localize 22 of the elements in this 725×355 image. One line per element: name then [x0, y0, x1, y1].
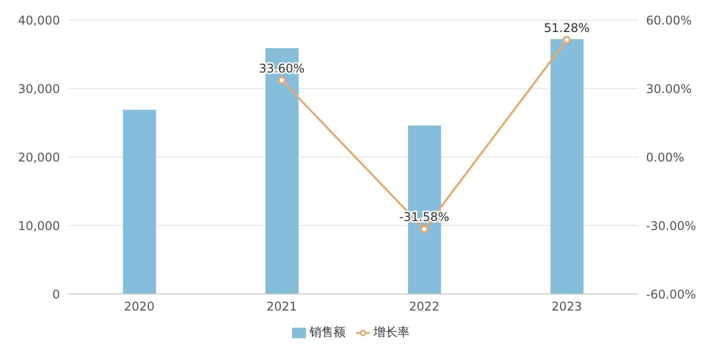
x-tick-label: 2020 — [124, 300, 155, 314]
point — [420, 225, 428, 234]
y-tick-label: 10,000 — [18, 218, 60, 233]
y2-tick-label: -30.00% — [646, 218, 696, 233]
y2-tick-label: -60.00% — [646, 287, 696, 302]
bar — [123, 110, 156, 294]
bar — [550, 39, 584, 294]
point — [562, 36, 571, 44]
y-tick-label: 20,000 — [18, 150, 60, 164]
data-label: 51.28% — [544, 20, 590, 35]
x-tick-label: 2021 — [266, 300, 298, 314]
point — [278, 76, 286, 84]
y2-tick-label: 30.00% — [646, 82, 692, 96]
y-tick-label: 0 — [52, 287, 60, 302]
y-tick-label: 30,000 — [18, 82, 60, 96]
x-tick-label: 2023 — [551, 300, 582, 314]
x-tick-label: 2022 — [408, 300, 440, 314]
y2-tick-label: 0.00% — [646, 150, 684, 164]
legend-label: 增长率 — [374, 325, 410, 339]
y2-tick-label: 60.00% — [646, 13, 692, 28]
legend-label: 销售额 — [310, 325, 346, 339]
y-tick-label: 40,000 — [18, 13, 60, 28]
